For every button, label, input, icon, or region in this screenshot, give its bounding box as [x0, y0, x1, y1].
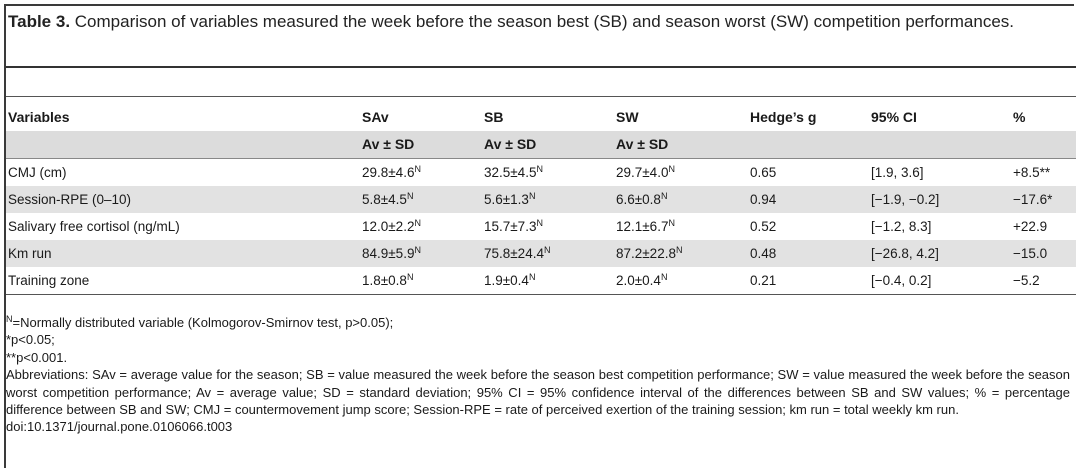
- footnote-p001: **p<0.001.: [6, 349, 68, 365]
- top-rule: [6, 66, 1076, 68]
- col-header-sw: SW: [616, 108, 639, 125]
- cell-hedges-g: 0.21: [748, 267, 869, 295]
- table-caption: Table 3. Comparison of variables measure…: [8, 10, 1058, 33]
- cell-sav: 29.8±4.6N: [360, 158, 482, 186]
- cell-percent: −5.2: [1011, 267, 1076, 295]
- cell-variable: CMJ (cm): [6, 158, 360, 186]
- subheader-blank: [1011, 130, 1076, 159]
- subheader-sav: Av ± SD: [360, 130, 482, 159]
- cell-hedges-g: 0.65: [748, 158, 869, 186]
- subheader-sw: Av ± SD: [614, 130, 748, 159]
- table-row: CMJ (cm) 29.8±4.6N 32.5±4.5N 29.7±4.0N 0…: [6, 158, 1076, 186]
- cell-sb: 15.7±7.3N: [484, 218, 543, 235]
- cell-hedges-g: 0.48: [748, 240, 869, 267]
- subheader-row: Av ± SD Av ± SD Av ± SD: [6, 130, 1076, 159]
- subheader-blank: [6, 130, 360, 159]
- cell-sav: 12.0±2.2N: [362, 218, 421, 235]
- footnote-abbreviations: Abbreviations: SAv = average value for t…: [6, 367, 1070, 418]
- cell-sav: 5.8±4.5N: [360, 186, 482, 213]
- cell-variable: Km run: [6, 240, 360, 267]
- col-header-ci: 95% CI: [871, 108, 917, 125]
- cell-ci: [1.9, 3.6]: [869, 158, 1011, 186]
- table-row: Km run 84.9±5.9N 75.8±24.4N 87.2±22.8N 0…: [6, 240, 1076, 267]
- cell-sw: 12.1±6.7N: [616, 218, 675, 235]
- doi-link[interactable]: doi:10.1371/journal.pone.0106066.t003: [6, 419, 233, 435]
- cell-percent: +8.5**: [1011, 158, 1076, 186]
- cell-sav: 1.8±0.8N: [360, 267, 482, 295]
- cell-sb: 32.5±4.5N: [482, 158, 614, 186]
- cell-sw: 2.0±0.4N: [614, 267, 748, 295]
- table-footnotes: N=Normally distributed variable (Kolmogo…: [6, 314, 1070, 436]
- cell-ci: [−1.2, 8.3]: [871, 219, 932, 234]
- col-header-sb: SB: [484, 108, 504, 125]
- table-row: Salivary free cortisol (ng/mL) 12.0±2.2N…: [6, 213, 1076, 240]
- subheader-blank: [748, 130, 869, 159]
- cell-variable: Salivary free cortisol (ng/mL): [8, 219, 180, 234]
- col-header-sav: SAv: [362, 108, 389, 125]
- cell-sw: 87.2±22.8N: [614, 240, 748, 267]
- data-table: Variables SAv SB SW Hedge’s g 95% CI % A…: [6, 96, 1076, 295]
- cell-sb: 1.9±0.4N: [482, 267, 614, 295]
- subheader-blank: [869, 130, 1011, 159]
- cell-percent: −17.6*: [1011, 186, 1076, 213]
- footnote-normal: N=Normally distributed variable (Kolmogo…: [6, 314, 394, 331]
- cell-ci: [−26.8, 4.2]: [869, 240, 1011, 267]
- table-frame: [4, 4, 1074, 468]
- caption-text: Comparison of variables measured the wee…: [70, 12, 1014, 31]
- table-label: Table 3.: [8, 12, 71, 31]
- cell-sav: 84.9±5.9N: [360, 240, 482, 267]
- cell-variable: Training zone: [6, 267, 360, 295]
- cell-hedges-g: 0.52: [750, 219, 777, 234]
- table-row: Session-RPE (0–10) 5.8±4.5N 5.6±1.3N 6.6…: [6, 186, 1076, 213]
- cell-sw: 29.7±4.0N: [614, 158, 748, 186]
- col-header-variables: Variables: [8, 108, 70, 125]
- col-header-hedges-g: Hedge’s g: [750, 108, 817, 125]
- footnote-p05: *p<0.05;: [6, 332, 55, 348]
- cell-ci: [−0.4, 0.2]: [869, 267, 1011, 295]
- header-row: Variables SAv SB SW Hedge’s g 95% CI %: [6, 96, 1076, 131]
- cell-sb: 5.6±1.3N: [482, 186, 614, 213]
- cell-variable: Session-RPE (0–10): [6, 186, 360, 213]
- cell-percent: +22.9: [1013, 219, 1048, 234]
- col-header-percent: %: [1013, 108, 1026, 125]
- cell-percent: −15.0: [1011, 240, 1076, 267]
- cell-sw: 6.6±0.8N: [614, 186, 748, 213]
- cell-ci: [−1.9, −0.2]: [869, 186, 1011, 213]
- cell-sb: 75.8±24.4N: [482, 240, 614, 267]
- table-row: Training zone 1.8±0.8N 1.9±0.4N 2.0±0.4N…: [6, 267, 1076, 295]
- cell-hedges-g: 0.94: [748, 186, 869, 213]
- subheader-sb: Av ± SD: [482, 130, 614, 159]
